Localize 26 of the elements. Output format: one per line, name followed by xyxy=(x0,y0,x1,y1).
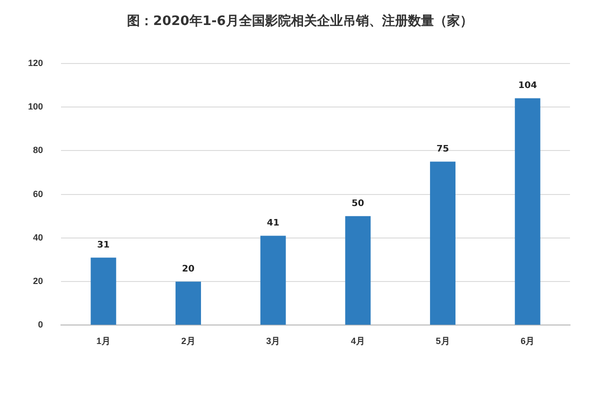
bar xyxy=(345,216,371,325)
chart-title: 图：2020年1-6月全国影院相关企业吊销、注册数量（家） xyxy=(126,12,474,30)
data-label: 41 xyxy=(266,218,280,229)
bar xyxy=(176,282,201,325)
bar xyxy=(430,162,456,325)
y-tick-label: 120 xyxy=(28,58,44,68)
data-label: 31 xyxy=(97,240,110,250)
data-label: 75 xyxy=(436,144,450,154)
x-tick-label: 1月 xyxy=(96,336,110,346)
y-tick-label: 60 xyxy=(33,188,44,199)
bar xyxy=(514,98,540,325)
bar xyxy=(260,236,286,325)
y-tick-label: 80 xyxy=(33,145,44,156)
data-label: 50 xyxy=(352,198,364,209)
x-tick-label: 2月 xyxy=(181,336,196,346)
y-tick-label: 100 xyxy=(28,102,44,112)
y-tick-label: 0 xyxy=(38,320,44,330)
bar xyxy=(90,258,116,325)
y-tick-label: 40 xyxy=(33,232,44,242)
x-tick-label: 5月 xyxy=(436,336,450,346)
y-tick-label: 20 xyxy=(33,276,44,286)
x-tick-label: 3月 xyxy=(266,336,280,346)
x-tick-label: 6月 xyxy=(520,336,535,346)
data-label: 104 xyxy=(518,81,537,92)
x-tick-label: 4月 xyxy=(350,336,365,346)
data-label: 20 xyxy=(182,264,195,274)
